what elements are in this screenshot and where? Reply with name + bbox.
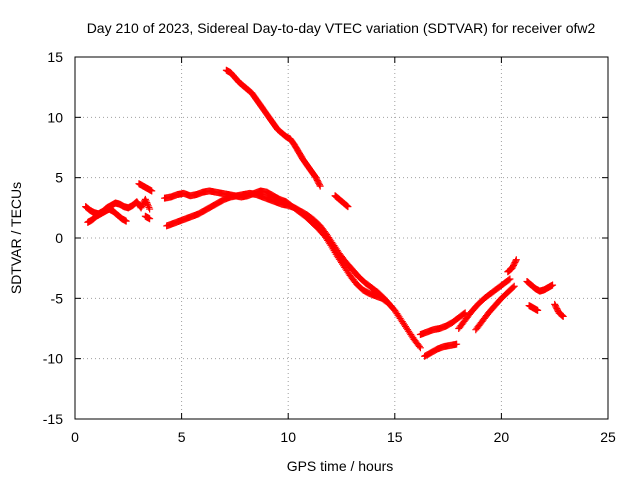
data-point <box>512 256 520 264</box>
data-point <box>510 282 518 290</box>
series-track-j <box>421 340 461 360</box>
data-point <box>506 275 514 283</box>
series-track-h <box>331 192 352 211</box>
y-tick-label: 0 <box>55 230 63 246</box>
data-point <box>122 217 130 225</box>
series-track-f <box>163 189 395 310</box>
data-points <box>82 66 567 360</box>
series-track-c <box>135 180 156 195</box>
data-point <box>315 181 323 189</box>
series-track-d <box>141 212 154 223</box>
data-point <box>142 197 150 205</box>
x-tick-label: 15 <box>387 429 403 445</box>
x-tick-label: 10 <box>280 429 296 445</box>
data-point <box>141 195 149 203</box>
x-axis-label: GPS time / hours <box>287 458 394 474</box>
series-track-p <box>551 300 567 320</box>
series-track-b <box>84 205 130 226</box>
chart-title: Day 210 of 2023, Sidereal Day-to-day VTE… <box>87 20 596 36</box>
series-track-i <box>416 309 469 339</box>
data-point <box>387 302 395 310</box>
y-tick-label: 10 <box>47 109 63 125</box>
series-track-o <box>525 302 542 314</box>
data-point <box>144 202 152 210</box>
data-point <box>558 311 566 319</box>
grid <box>75 57 608 419</box>
data-point <box>148 187 156 195</box>
x-tick-label: 20 <box>494 429 510 445</box>
data-point <box>146 215 154 223</box>
x-tick-label: 5 <box>178 429 186 445</box>
data-point <box>505 276 513 284</box>
data-point <box>342 201 350 209</box>
x-tick-label: 25 <box>600 429 616 445</box>
data-point <box>143 200 151 208</box>
y-axis-label: SDTVAR / TECUs <box>8 182 24 294</box>
y-tick-label: -15 <box>43 411 63 427</box>
data-point <box>146 205 154 213</box>
data-point <box>385 300 393 308</box>
data-point <box>145 203 153 211</box>
series-track-m <box>504 256 520 276</box>
series-track-g <box>222 66 324 190</box>
axis-ticks: 0 5 10 15 20 25 -15 -10 -5 0 5 10 15 <box>43 49 616 445</box>
data-point <box>559 312 567 320</box>
data-point <box>559 312 567 320</box>
series-track-l <box>472 282 518 334</box>
y-tick-label: -10 <box>43 351 63 367</box>
data-point <box>509 283 517 291</box>
y-tick-label: 5 <box>55 170 63 186</box>
series-track-k <box>455 275 514 332</box>
data-point <box>344 203 352 211</box>
y-tick-label: -5 <box>51 290 64 306</box>
series-track-n <box>523 277 557 295</box>
data-point <box>416 344 424 352</box>
data-point <box>143 199 151 207</box>
data-point <box>415 342 423 350</box>
data-point <box>534 306 542 314</box>
data-point <box>343 202 351 210</box>
data-point <box>460 310 468 318</box>
data-point <box>316 182 324 190</box>
data-point <box>512 257 520 265</box>
data-point <box>549 281 557 289</box>
data-point <box>453 340 461 348</box>
y-tick-label: 15 <box>47 49 63 65</box>
x-tick-label: 0 <box>71 429 79 445</box>
